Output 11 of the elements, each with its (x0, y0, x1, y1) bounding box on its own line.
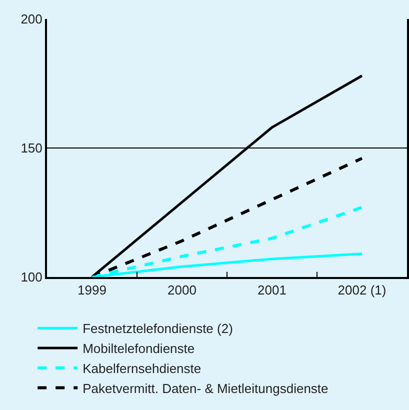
y-tick-label: 200 (20, 12, 42, 27)
x-tick-label: 2002 (1) (338, 282, 386, 298)
legend-label: Kabelfernsehdienste (82, 360, 202, 376)
legend-label: Mobiltelefondienste (82, 341, 195, 356)
y-tick-label: 100 (20, 270, 42, 285)
y-tick-label: 150 (20, 140, 42, 156)
legend-label: Festnetztelefondienste (2) (82, 321, 233, 336)
x-tick-label: 1999 (78, 282, 106, 298)
legend-label: Paketvermitt. Daten- & Mietleitungsdienste (82, 380, 328, 396)
x-tick-label: 2000 (168, 282, 196, 298)
x-tick-label: 2001 (258, 282, 286, 298)
